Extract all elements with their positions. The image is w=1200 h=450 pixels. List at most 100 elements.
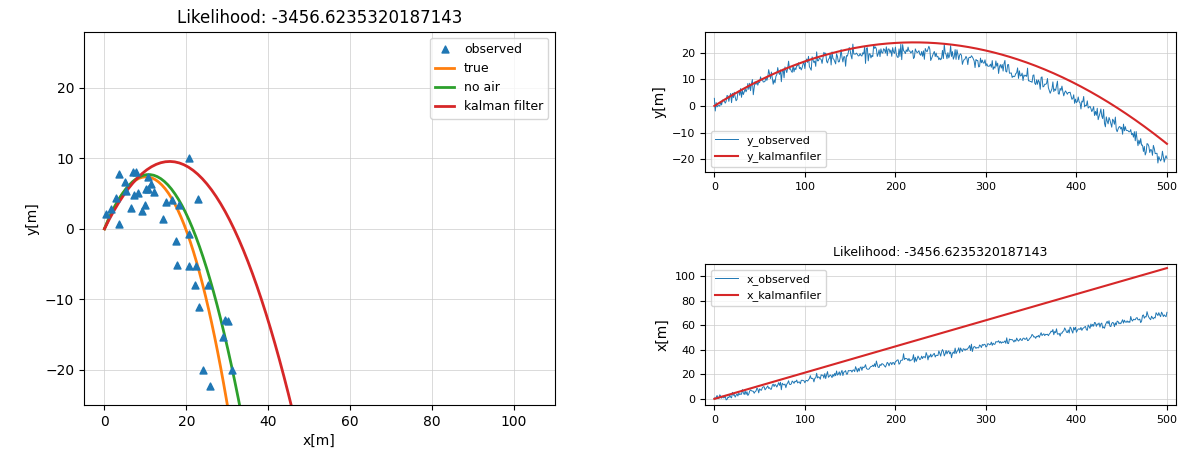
Line: true: true xyxy=(104,177,348,450)
observed xyxy=(137,186,156,193)
y_kalmanfiler xyxy=(872,42,887,47)
no air xyxy=(128,176,143,181)
observed xyxy=(180,154,199,162)
observed xyxy=(215,316,234,324)
x_observed xyxy=(1082,326,1097,331)
observed xyxy=(128,189,148,197)
kalman filter xyxy=(112,200,126,206)
true xyxy=(128,178,143,183)
observed xyxy=(154,215,173,222)
Y-axis label: x[m]: x[m] xyxy=(655,318,670,351)
x_observed xyxy=(1140,309,1154,315)
observed xyxy=(156,198,175,206)
observed xyxy=(115,179,134,186)
observed xyxy=(97,210,116,217)
y_observed xyxy=(839,63,853,69)
x_kalmanfiler xyxy=(707,396,721,401)
x_kalmanfiler xyxy=(820,364,834,369)
Line: x_kalmanfiler: x_kalmanfiler xyxy=(714,268,1166,399)
y_observed xyxy=(872,54,887,59)
y_kalmanfiler xyxy=(1000,53,1014,58)
x_observed xyxy=(839,371,853,377)
kalman filter xyxy=(97,226,112,231)
observed xyxy=(101,206,120,213)
observed xyxy=(169,201,188,208)
observed xyxy=(144,189,163,196)
no air xyxy=(104,210,119,216)
y_kalmanfiler xyxy=(820,52,834,57)
x_kalmanfiler xyxy=(1004,310,1019,315)
true xyxy=(104,210,119,216)
observed xyxy=(188,303,208,310)
y_kalmanfiler xyxy=(1004,55,1019,60)
observed xyxy=(139,173,158,180)
Legend: y_observed, y_kalmanfiler: y_observed, y_kalmanfiler xyxy=(710,130,826,167)
observed xyxy=(186,281,205,288)
no air xyxy=(97,226,112,231)
Title: Likelihood: -3456.6235320187143: Likelihood: -3456.6235320187143 xyxy=(176,9,462,27)
observed xyxy=(136,201,155,208)
no air xyxy=(143,172,157,177)
Line: no air: no air xyxy=(104,175,403,450)
x_observed xyxy=(1004,337,1019,342)
x_kalmanfiler xyxy=(872,348,887,354)
x_observed xyxy=(1000,335,1014,341)
y_observed xyxy=(1000,69,1014,75)
no air xyxy=(112,197,126,202)
y_observed xyxy=(820,58,834,64)
y_observed xyxy=(707,96,721,101)
observed xyxy=(180,262,199,270)
observed xyxy=(199,281,218,288)
y_kalmanfiler xyxy=(839,47,853,53)
observed xyxy=(110,220,130,228)
observed xyxy=(218,317,238,324)
x_kalmanfiler xyxy=(839,358,853,364)
observed xyxy=(124,169,143,176)
kalman filter xyxy=(163,159,178,164)
observed xyxy=(127,168,146,176)
y_kalmanfiler xyxy=(1159,141,1174,147)
observed xyxy=(186,263,205,270)
Line: x_observed: x_observed xyxy=(714,312,1166,400)
observed xyxy=(116,188,136,195)
observed xyxy=(167,237,186,244)
observed xyxy=(193,367,212,374)
y_observed xyxy=(846,41,860,47)
observed xyxy=(109,171,128,178)
y_observed xyxy=(1159,156,1174,161)
x_observed xyxy=(821,369,835,374)
x_observed xyxy=(719,397,733,403)
observed xyxy=(106,194,125,202)
Y-axis label: y[m]: y[m] xyxy=(25,202,40,234)
y_kalmanfiler xyxy=(707,103,721,108)
x_kalmanfiler xyxy=(998,312,1013,317)
observed xyxy=(142,181,161,188)
x_kalmanfiler xyxy=(1082,288,1097,293)
observed xyxy=(214,333,233,340)
y_observed xyxy=(1004,75,1019,80)
observed xyxy=(200,383,220,390)
Line: kalman filter: kalman filter xyxy=(104,162,564,450)
observed xyxy=(188,196,208,203)
x_observed xyxy=(1159,310,1174,315)
Legend: observed, true, no air, kalman filter: observed, true, no air, kalman filter xyxy=(431,38,548,118)
y_observed xyxy=(1151,160,1165,166)
observed xyxy=(121,204,140,212)
x_observed xyxy=(872,362,887,367)
observed xyxy=(222,366,241,373)
Legend: x_observed, x_kalmanfiler: x_observed, x_kalmanfiler xyxy=(710,270,826,306)
observed xyxy=(179,230,198,237)
true xyxy=(138,174,152,180)
observed xyxy=(162,196,181,203)
true xyxy=(97,226,112,231)
true xyxy=(112,198,126,203)
observed xyxy=(124,192,143,199)
y_observed xyxy=(1082,104,1097,109)
Line: y_observed: y_observed xyxy=(714,44,1166,163)
Line: y_kalmanfiler: y_kalmanfiler xyxy=(714,42,1166,144)
x_observed xyxy=(707,395,721,400)
x_kalmanfiler xyxy=(1159,266,1174,271)
observed xyxy=(139,185,158,192)
observed xyxy=(132,207,151,215)
Title: Likelihood: -3456.6235320187143: Likelihood: -3456.6235320187143 xyxy=(834,246,1048,259)
